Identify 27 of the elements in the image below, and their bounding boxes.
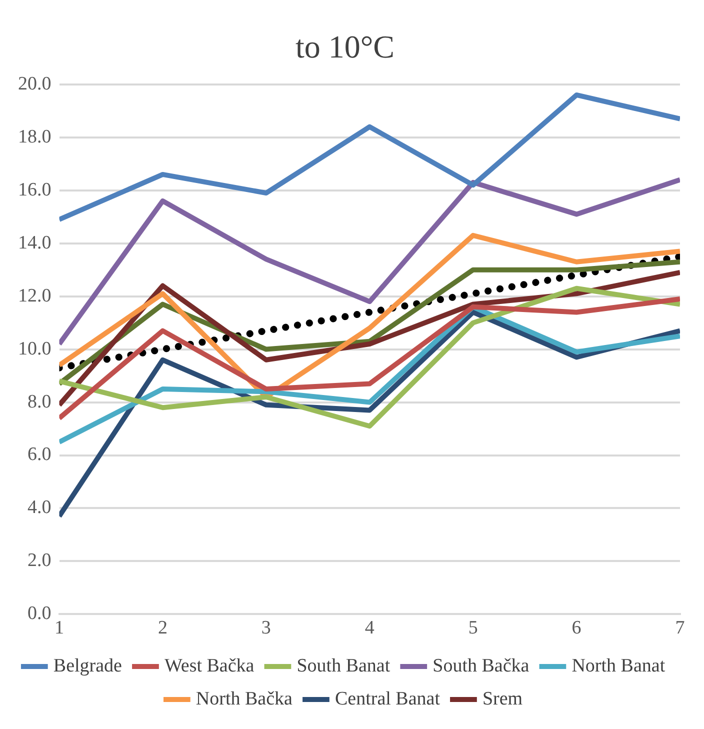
y-tick-label: 10.0 xyxy=(18,338,52,360)
legend-label: South Banat xyxy=(296,655,391,676)
y-tick-label: 4.0 xyxy=(28,497,52,518)
x-tick-label: 1 xyxy=(54,618,64,639)
y-tick-label: 20.0 xyxy=(18,73,52,94)
y-tick-label: 12.0 xyxy=(18,285,52,306)
legend-label: South Bačka xyxy=(432,655,530,676)
legend-label: Central Banat xyxy=(334,688,441,710)
y-tick-label: 16.0 xyxy=(18,179,52,200)
x-tick-label: 7 xyxy=(675,618,685,639)
y-tick-label: 2.0 xyxy=(28,550,52,572)
legend-label: North Bačka xyxy=(196,688,294,710)
y-tick-label: 6.0 xyxy=(28,444,52,466)
legend-label: Srem xyxy=(482,688,523,710)
y-tick-label: 14.0 xyxy=(18,232,52,254)
x-tick-label: 4 xyxy=(364,618,375,639)
x-tick-label: 2 xyxy=(158,618,168,639)
y-tick-label: 8.0 xyxy=(28,391,52,412)
chart-title: to 10°C xyxy=(295,28,395,65)
x-tick-label: 5 xyxy=(468,618,478,639)
y-tick-label: 18.0 xyxy=(18,126,52,148)
legend-label: North Banat xyxy=(572,655,666,676)
legend-label: Belgrade xyxy=(53,655,122,676)
x-tick-label: 6 xyxy=(572,618,582,639)
y-tick-label: 0.0 xyxy=(28,603,52,624)
x-tick-label: 3 xyxy=(261,618,271,639)
legend-label: West Bačka xyxy=(164,655,255,676)
